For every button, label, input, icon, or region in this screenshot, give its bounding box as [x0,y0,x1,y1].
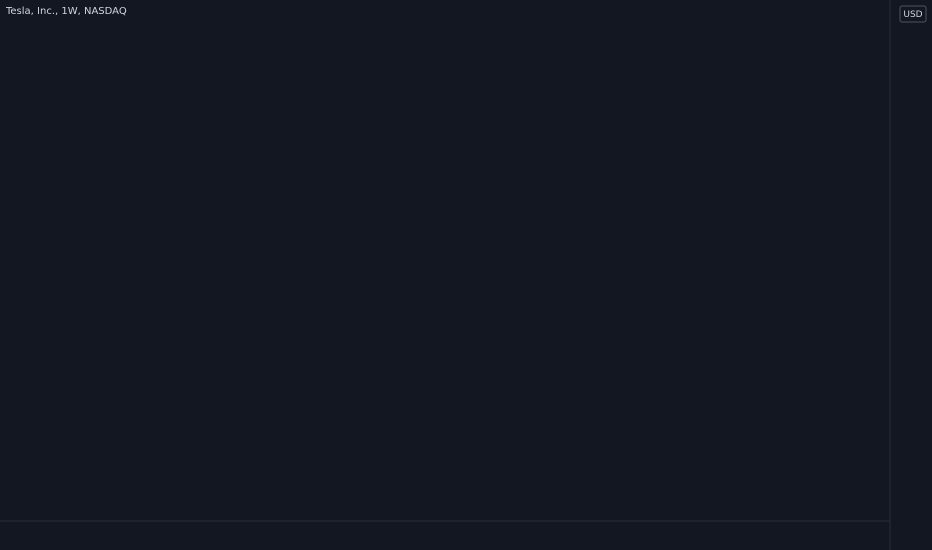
currency-label[interactable]: USD [903,10,922,20]
currency-button[interactable] [899,5,927,23]
price-axis [890,0,932,550]
time-axis [0,521,890,550]
chart-title: Tesla, Inc., 1W, NASDAQ [5,6,127,17]
